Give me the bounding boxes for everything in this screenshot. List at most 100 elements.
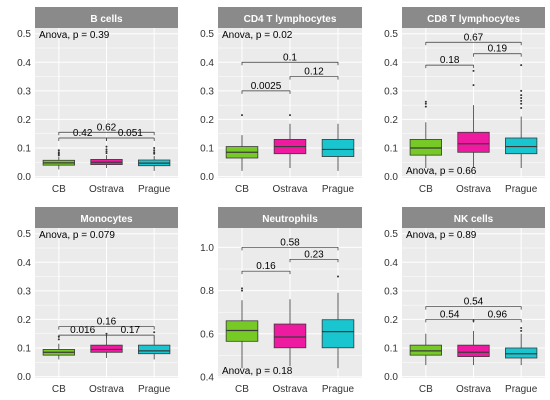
comparison-p-value: 0.16 <box>97 317 117 328</box>
comparison-p-value: 0.58 <box>280 237 300 248</box>
comparison-bracket <box>241 90 291 94</box>
x-tick-label: Ostrava <box>272 184 307 195</box>
outlier-point <box>520 89 523 92</box>
comparison-bracket <box>106 137 155 141</box>
x-tick-label: Prague <box>138 184 171 195</box>
y-tick-label: 0.4 <box>200 58 214 69</box>
outlier-point <box>520 94 523 97</box>
y-tick-label: 0.3 <box>384 286 398 297</box>
anova-annotation: Anova, p = 0.89 <box>406 230 477 241</box>
comparison-bracket <box>289 258 339 263</box>
facet-panel: NK cells 0.0 0.1 0.2 0.3 0.4 0.5 CB Ostrava Pragu… <box>384 207 545 395</box>
y-tick-label: 0.2 <box>17 115 31 126</box>
comparison-p-value: 0.62 <box>97 122 117 133</box>
anova-annotation: Anova, p = 0.02 <box>222 30 293 41</box>
outlier-point <box>105 332 108 335</box>
comparison-p-value: 0.18 <box>440 55 460 66</box>
outlier-point <box>241 114 243 117</box>
facet-title: B cells <box>90 14 123 25</box>
box-ostrava <box>457 344 490 357</box>
facet-panel: CD4 T lymphocytes 0.0 0.1 0.2 0.3 0.4 0.5 CB Ost… <box>200 7 362 195</box>
facet-panel: B cells 0.0 0.1 0.2 0.3 0.4 0.5 CB Ostrava Prague… <box>17 7 178 195</box>
box-ostrava <box>90 344 123 353</box>
comparison-p-value: 0.12 <box>304 67 324 78</box>
y-tick-label: 0.8 <box>200 286 214 297</box>
box-prague <box>505 137 538 155</box>
box-prague <box>505 347 538 359</box>
outlier-point <box>153 151 156 154</box>
facet-title: CD8 T lymphocytes <box>427 14 520 25</box>
outlier-point <box>57 154 60 157</box>
x-tick-label: Prague <box>138 384 171 395</box>
comparison-p-value: 0.051 <box>118 128 143 139</box>
y-tick-label: 0.5 <box>384 29 398 40</box>
y-tick-label: 0.4 <box>384 58 398 69</box>
facet-strip <box>218 207 362 228</box>
y-tick-label: 0.5 <box>384 229 398 240</box>
outlier-point <box>424 105 427 108</box>
outlier-point <box>520 64 523 67</box>
outlier-point <box>153 147 156 149</box>
comparison-p-value: 0.96 <box>488 309 508 320</box>
outlier-point <box>241 287 243 290</box>
facet-panel: Neutrophils 0.4 0.6 0.8 1.0 CB Ostrava Prague 0.… <box>200 207 362 395</box>
x-tick-label: CB <box>235 384 249 395</box>
comparison-bracket <box>241 247 339 251</box>
outlier-point <box>105 148 108 151</box>
comparison-bracket <box>241 270 291 275</box>
comparison-p-value: 0.54 <box>440 309 460 320</box>
y-tick-label: 0.4 <box>17 258 31 269</box>
y-tick-label: 0.3 <box>384 86 398 97</box>
comparison-bracket <box>425 41 522 46</box>
comparison-p-value: 0.42 <box>73 128 93 139</box>
comparison-bracket <box>473 319 522 323</box>
box-ostrava <box>457 131 490 153</box>
anova-annotation: Anova, p = 0.66 <box>406 166 477 177</box>
x-tick-label: CB <box>52 384 66 395</box>
comparison-bracket <box>58 326 155 330</box>
y-tick-label: 0.0 <box>384 172 398 183</box>
y-tick-label: 0.4 <box>200 372 214 383</box>
x-tick-label: Ostrava <box>89 184 124 195</box>
y-tick-label: 0.4 <box>17 58 31 69</box>
y-tick-label: 1.0 <box>200 243 214 254</box>
outlier-point <box>520 327 523 329</box>
x-tick-label: Prague <box>505 384 538 395</box>
facet-panel: CD8 T lymphocytes 0.0 0.1 0.2 0.3 0.4 0.5 CB Ost… <box>384 7 545 195</box>
facet-strip <box>402 7 545 28</box>
outlier-point <box>153 152 156 155</box>
y-tick-label: 0.3 <box>17 86 31 97</box>
y-tick-label: 0.0 <box>17 372 31 383</box>
y-tick-label: 0.2 <box>384 115 398 126</box>
y-tick-label: 0.5 <box>17 229 31 240</box>
outlier-point <box>105 145 108 148</box>
comparison-p-value: 0.23 <box>304 249 324 260</box>
y-tick-label: 0.1 <box>384 344 398 355</box>
comparison-p-value: 0.17 <box>121 325 141 336</box>
x-tick-label: CB <box>419 184 433 195</box>
x-tick-label: Ostrava <box>272 384 307 395</box>
facet-title: Neutrophils <box>262 214 318 225</box>
y-tick-label: 0.0 <box>200 172 214 183</box>
comparison-p-value: 0.016 <box>70 325 95 336</box>
y-tick-label: 0.1 <box>17 144 31 155</box>
outlier-point <box>520 107 523 109</box>
comparison-bracket <box>425 64 474 69</box>
comparison-p-value: 0.1 <box>283 52 297 63</box>
outlier-point <box>520 102 523 105</box>
box-cb <box>409 344 442 356</box>
y-tick-label: 0.2 <box>17 315 31 326</box>
outlier-point <box>472 84 475 87</box>
box-ostrava <box>273 323 307 349</box>
outlier-point <box>57 151 60 154</box>
facet-panel: Monocytes 0.0 0.1 0.2 0.3 0.4 0.5 CB Ostrava Prag… <box>17 207 178 395</box>
outlier-point <box>57 152 60 155</box>
y-tick-label: 0.5 <box>17 29 31 40</box>
outlier-point <box>520 329 523 332</box>
x-tick-label: Prague <box>322 384 355 395</box>
outlier-point <box>105 150 108 153</box>
x-tick-label: CB <box>52 184 66 195</box>
comparison-bracket <box>241 61 339 66</box>
y-tick-label: 0.3 <box>17 286 31 297</box>
